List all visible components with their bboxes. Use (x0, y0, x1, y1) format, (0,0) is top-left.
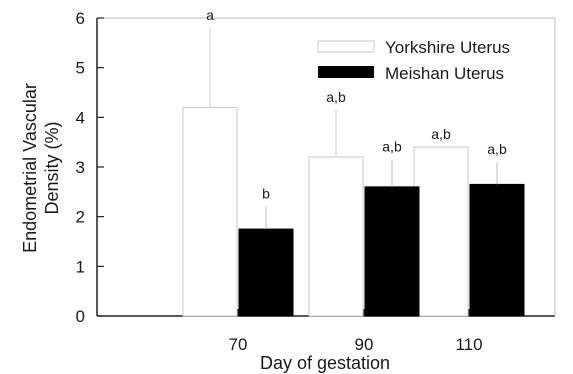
x-tick-label: 90 (355, 335, 374, 354)
legend: Yorkshire Uterus Meishan Uterus (317, 38, 510, 83)
legend-label-meishan: Meishan Uterus (385, 64, 504, 83)
y-tick-label: 2 (76, 208, 85, 227)
significance-label: a,b (382, 139, 402, 155)
significance-label: a,b (487, 141, 507, 157)
bar-yorkshire-90 (308, 156, 364, 317)
legend-swatch-meishan (318, 66, 374, 78)
legend-label-yorkshire: Yorkshire Uterus (385, 38, 510, 57)
x-axis-ticks: 70 90 110 (229, 309, 483, 354)
y-tick-label: 6 (76, 9, 85, 28)
y-axis-title-line-1: Endometrial Vascular (20, 83, 40, 253)
bar-meishan-90 (364, 186, 420, 317)
bar-meishan-70 (238, 228, 294, 317)
x-tick-label: 70 (229, 335, 248, 354)
significance-label: b (262, 186, 270, 202)
bar-yorkshire-70 (182, 106, 238, 317)
bars-group (182, 106, 525, 317)
y-tick-label: 4 (76, 108, 85, 127)
y-tick-label: 1 (76, 257, 85, 276)
x-axis-title: Day of gestation (260, 353, 390, 373)
bar-yorkshire-110 (413, 146, 469, 317)
y-axis-ticks: 0 1 2 3 4 5 6 (76, 9, 104, 326)
significance-label: a (206, 7, 214, 23)
y-tick-label: 5 (76, 59, 85, 78)
error-bars-group (209, 27, 498, 230)
significance-labels-group: a a,b a,b b a,b a,b (206, 7, 507, 202)
significance-label: a,b (326, 89, 346, 105)
y-tick-label: 0 (76, 307, 85, 326)
significance-label: a,b (431, 126, 451, 142)
bar-meishan-110 (469, 183, 525, 317)
legend-swatch-yorkshire (317, 40, 375, 53)
y-axis-title-line-2: Density (%) (42, 121, 62, 214)
x-tick-label: 110 (455, 335, 482, 354)
y-tick-label: 3 (76, 158, 85, 177)
